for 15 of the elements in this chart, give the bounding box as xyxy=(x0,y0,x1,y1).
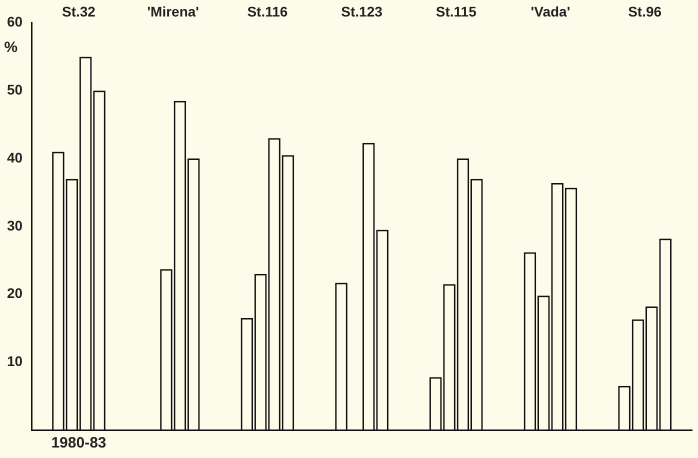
y-axis-title: % xyxy=(4,38,18,56)
x-tick-label: 'Mirena' xyxy=(147,3,199,20)
y-tick-label: 60 xyxy=(6,14,23,30)
x-tick-label: 'Vada' xyxy=(530,3,570,20)
x-tick-label: St.116 xyxy=(247,3,288,20)
y-tick-label: 30 xyxy=(6,217,23,234)
x-tick-label: St.123 xyxy=(341,3,383,20)
x-tick-label: St.32 xyxy=(62,3,96,20)
y-tick-label: 10 xyxy=(6,352,23,369)
text: 1980-83 xyxy=(51,434,106,452)
x-tick-label: St.96 xyxy=(628,3,662,20)
y-tick-label: 50 xyxy=(6,82,23,98)
y-tick-label: 40 xyxy=(6,149,23,166)
x-tick-label: St.115 xyxy=(436,3,477,20)
y-tick-label: 20 xyxy=(6,285,23,302)
